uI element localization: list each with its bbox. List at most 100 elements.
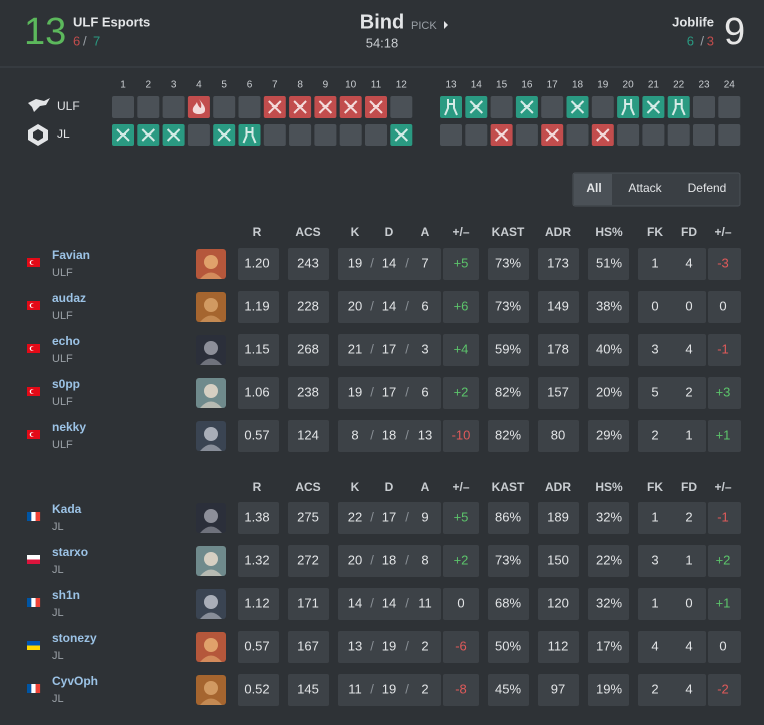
stat-value: 14 (382, 595, 396, 610)
stat-cell (443, 420, 479, 452)
flag-mark (31, 346, 35, 351)
stat-cell (588, 334, 629, 366)
defuse-icon (444, 99, 458, 116)
stat-value: 120 (547, 595, 569, 610)
round-number: 1 (120, 80, 126, 91)
column-header: +/– (452, 480, 469, 494)
agent-body (200, 655, 222, 662)
ulf-logo (28, 98, 50, 112)
column-header: FD (681, 480, 697, 494)
stat-value: 178 (547, 341, 569, 356)
stat-cell (443, 334, 479, 366)
stat-value: +5 (454, 509, 469, 524)
separator: / (405, 552, 409, 567)
separator: / (370, 638, 374, 653)
agent-face (204, 638, 218, 652)
stat-value: 112 (548, 638, 569, 653)
player-name: echo (52, 334, 80, 348)
stat-value: 0.57 (244, 427, 269, 442)
round-icon (596, 128, 610, 142)
map-name: Bind (360, 11, 404, 33)
stat-cell (708, 588, 741, 620)
stat-cell (288, 248, 329, 280)
elim-icon (545, 128, 559, 142)
stat-value: 73% (495, 255, 521, 270)
round-number: 20 (623, 80, 635, 91)
flag (27, 641, 40, 646)
round-number: 15 (496, 80, 508, 91)
tab-bar (572, 172, 741, 207)
stat-cell (288, 502, 329, 534)
tab[interactable]: Attack (628, 181, 662, 195)
tab[interactable]: Defend (688, 181, 727, 195)
stat-cell (708, 502, 741, 534)
stat-cell (288, 588, 329, 620)
stat-value: 173 (547, 255, 569, 270)
separator: / (405, 384, 409, 399)
team-label: ULF (57, 99, 80, 113)
stat-cell (443, 631, 479, 663)
column-header: KAST (492, 225, 525, 239)
stat-value: 268 (297, 341, 319, 356)
separator: / (370, 341, 374, 356)
flag (27, 559, 40, 564)
stat-value: 0 (719, 638, 726, 653)
round-icon (192, 99, 206, 114)
round-cell (263, 124, 286, 146)
round-cell (693, 96, 715, 118)
separator: / (370, 681, 374, 696)
stat-value: 19% (596, 681, 622, 696)
stat-cell (638, 291, 706, 323)
stat-value: 18 (382, 427, 396, 442)
elim-icon (520, 100, 534, 114)
stat-value: 4 (651, 638, 658, 653)
separator: / (370, 384, 374, 399)
stat-cell (238, 588, 279, 620)
stat-cell (708, 291, 741, 323)
stat-value: 68% (495, 595, 521, 610)
column-header: ADR (545, 225, 571, 239)
column-header: +/– (714, 225, 731, 239)
stat-value: 9 (421, 509, 428, 524)
round-icon (494, 128, 509, 142)
column-header: FK (647, 480, 663, 494)
stat-cell (238, 674, 279, 706)
player-team: ULF (52, 353, 73, 365)
stat-cell (238, 377, 279, 409)
round-number: 21 (648, 80, 660, 91)
tab[interactable]: All (586, 181, 601, 195)
round-cell (465, 124, 488, 146)
elim-icon (570, 100, 585, 114)
player-team: ULF (52, 267, 73, 279)
separator: / (83, 33, 87, 48)
flag (31, 512, 36, 521)
round-number: 16 (521, 80, 533, 91)
agent-face (204, 298, 218, 312)
team1-half: 7 (93, 33, 100, 48)
stat-cell (288, 291, 329, 323)
stat-value: -2 (717, 681, 729, 696)
stat-cell (588, 248, 629, 280)
column-header: FD (681, 225, 697, 239)
stat-value: -1 (717, 341, 729, 356)
stat-value: 1.38 (244, 509, 269, 524)
player-name: nekky (52, 420, 86, 434)
flag-mark (31, 389, 35, 394)
round-icon (268, 100, 282, 114)
round-icon (141, 128, 156, 142)
separator: / (700, 33, 704, 48)
stat-cell (638, 334, 706, 366)
stat-value: 2 (421, 681, 428, 696)
elim-icon (469, 100, 484, 114)
stat-value: 11 (348, 681, 362, 696)
player-name: stonezy (52, 631, 97, 645)
stat-value: 11 (418, 595, 432, 610)
round-icon (166, 128, 181, 142)
separator: / (405, 298, 409, 313)
stat-cell (708, 420, 741, 452)
stat-value: +4 (454, 341, 469, 356)
stat-value: 80 (551, 427, 565, 442)
agent-body (200, 315, 222, 322)
match-duration: 54:18 (366, 35, 399, 50)
stat-value: 4 (685, 638, 692, 653)
